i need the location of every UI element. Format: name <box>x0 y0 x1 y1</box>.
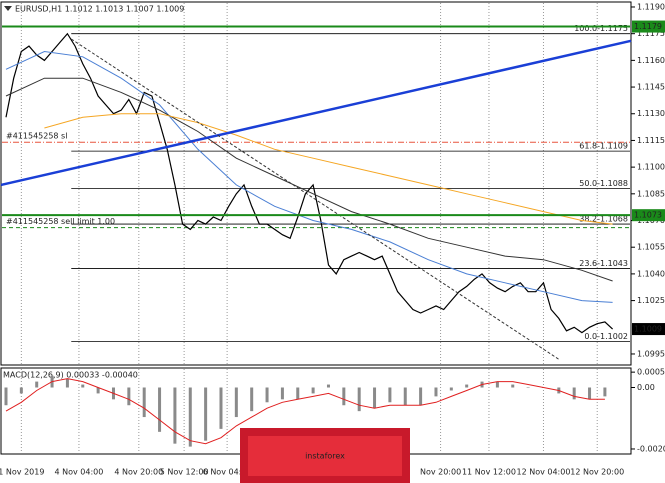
histogram-bar <box>35 381 39 388</box>
histogram-bar <box>526 387 530 389</box>
y-tick-label: 1.1190 <box>637 2 665 11</box>
histogram-bar <box>204 387 208 441</box>
histogram-bar <box>96 387 100 394</box>
symbol-icon <box>4 6 12 11</box>
histogram-bar <box>158 387 162 432</box>
y-tick-label: 1.1130 <box>637 109 665 118</box>
logo-inner <box>248 436 402 476</box>
histogram-bar <box>265 387 269 403</box>
series-line <box>44 113 613 225</box>
histogram-bar <box>311 387 315 394</box>
histogram-bar <box>250 387 254 412</box>
fib-label: 38.2-1.1068 <box>579 215 628 224</box>
y-tick-label: 1.1160 <box>637 56 665 65</box>
histogram-bar <box>234 387 238 418</box>
fib-label: 100.0-1.1175 <box>574 24 628 33</box>
price-box-label: 1.1073 <box>634 211 662 220</box>
x-tick-label: 5 Nov 12:00 <box>160 468 209 477</box>
y-tick-label: 1.1055 <box>637 243 665 252</box>
x-tick-label: 12 Nov 04:00 <box>516 468 570 477</box>
x-tick-label: 12 Nov 20:00 <box>570 468 624 477</box>
y-tick-label: 1.1040 <box>637 269 665 278</box>
x-tick-label: 6 Nov 04:00 <box>203 468 252 477</box>
x-tick-label: Nov 20:00 <box>420 468 461 477</box>
y-tick-label: 1.1100 <box>637 163 665 172</box>
histogram-bar <box>127 387 131 406</box>
fib-label: 50.0-1.1088 <box>579 179 628 188</box>
macd-title: MACD(12,26,9) 0.00033 -0.00040 <box>3 371 138 380</box>
histogram-bar <box>419 387 423 406</box>
histogram-bar <box>4 387 8 406</box>
histogram-bar <box>280 387 284 400</box>
order-label: #411545258 sell limit 1.00 <box>6 217 115 226</box>
histogram-bar <box>388 387 392 403</box>
series-line <box>5 50 613 303</box>
fib-label: 23.6-1.1043 <box>579 259 628 268</box>
last-price-label: 1.1009 <box>634 325 662 334</box>
y-tick-label: 0.00052 <box>637 368 665 377</box>
series-line <box>5 32 614 334</box>
histogram-bar <box>65 378 69 388</box>
y-tick-label: 1.1025 <box>637 296 665 305</box>
fib-label: 0.0-1.1002 <box>584 332 628 341</box>
histogram-bar <box>588 387 592 400</box>
histogram-bar <box>296 387 300 400</box>
x-tick-label: 1 Nov 2019 <box>0 468 44 477</box>
price-box-label: 1.1179 <box>634 22 662 31</box>
histogram-bar <box>342 387 346 406</box>
y-tick-label: 0.00 <box>637 383 655 392</box>
logo: instaforex <box>305 452 345 461</box>
trendline <box>0 39 632 187</box>
y-tick-label: 1.1115 <box>637 136 665 145</box>
histogram-bar <box>357 387 361 412</box>
histogram-bar <box>19 387 23 394</box>
y-tick-label: -0.00208 <box>637 444 665 453</box>
trendline <box>70 38 560 360</box>
order-label: #411545258 sl <box>6 132 67 141</box>
histogram-bar <box>511 384 515 388</box>
y-tick-label: 1.1175 <box>637 29 665 38</box>
histogram-bar <box>495 381 499 388</box>
x-tick-label: 4 Nov 20:00 <box>114 468 163 477</box>
histogram-bar <box>449 387 453 391</box>
y-tick-label: 1.1085 <box>637 189 665 198</box>
histogram-bar <box>465 384 469 388</box>
x-tick-label: 4 Nov 04:00 <box>55 468 104 477</box>
histogram-bar <box>173 387 177 444</box>
histogram-bar <box>373 387 377 409</box>
histogram-bar <box>81 384 85 388</box>
histogram-bar <box>572 387 576 400</box>
histogram-bar <box>434 387 438 397</box>
fib-label: 61.8-1.1109 <box>579 142 628 151</box>
series-line <box>5 378 605 445</box>
price-box <box>632 20 665 33</box>
price-box <box>632 323 665 336</box>
histogram-bar <box>326 384 330 388</box>
y-tick-label: 1.1145 <box>637 83 665 92</box>
y-tick-label: 1.0995 <box>637 349 665 358</box>
price-box <box>632 209 665 222</box>
histogram-bar <box>142 387 146 418</box>
histogram-bar <box>188 387 192 447</box>
histogram-bar <box>603 387 607 397</box>
histogram-bar <box>219 387 223 429</box>
main-panel <box>0 1 632 366</box>
chart-title: EURUSD,H1 1.1012 1.1013 1.1007 1.1009 <box>15 5 184 14</box>
series-line <box>5 77 613 282</box>
histogram-bar <box>403 387 407 406</box>
x-tick-label: 11 Nov 12:00 <box>462 468 516 477</box>
